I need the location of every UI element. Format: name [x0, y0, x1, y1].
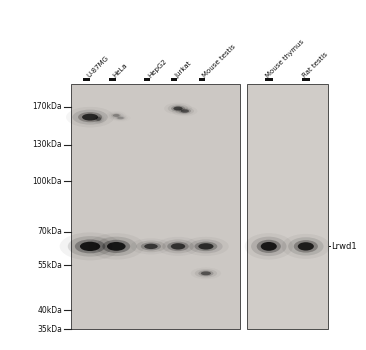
Ellipse shape	[113, 114, 120, 117]
Ellipse shape	[294, 240, 318, 253]
Text: 40kDa: 40kDa	[37, 306, 62, 315]
Ellipse shape	[180, 109, 189, 113]
Ellipse shape	[171, 106, 185, 111]
Bar	[265, 78, 273, 81]
Text: Jurkat: Jurkat	[174, 60, 193, 79]
Ellipse shape	[175, 107, 194, 115]
Ellipse shape	[171, 243, 185, 250]
Ellipse shape	[288, 237, 324, 256]
Text: 55kDa: 55kDa	[37, 261, 62, 270]
Ellipse shape	[95, 116, 102, 122]
Ellipse shape	[144, 244, 158, 249]
Ellipse shape	[195, 269, 217, 278]
Ellipse shape	[80, 242, 100, 251]
Ellipse shape	[198, 243, 213, 250]
Ellipse shape	[194, 241, 217, 251]
Ellipse shape	[173, 106, 183, 111]
Bar	[171, 78, 178, 81]
Ellipse shape	[201, 271, 211, 275]
Text: Lrwd1: Lrwd1	[331, 242, 357, 251]
Ellipse shape	[198, 271, 213, 276]
Text: 130kDa: 130kDa	[33, 140, 62, 149]
Text: 170kDa: 170kDa	[33, 102, 62, 111]
Text: 35kDa: 35kDa	[37, 324, 62, 334]
Text: HeLa: HeLa	[112, 62, 129, 79]
Ellipse shape	[136, 240, 166, 252]
Ellipse shape	[168, 104, 188, 113]
Bar	[302, 78, 310, 81]
Ellipse shape	[78, 112, 102, 122]
Bar	[83, 78, 90, 81]
Text: HepG2: HepG2	[147, 58, 168, 79]
Text: U-87MG: U-87MG	[86, 55, 110, 79]
Ellipse shape	[96, 237, 137, 256]
Ellipse shape	[72, 110, 108, 125]
Ellipse shape	[179, 108, 191, 114]
Ellipse shape	[189, 239, 223, 253]
Ellipse shape	[82, 114, 98, 120]
Ellipse shape	[96, 117, 101, 121]
Text: Mouse testis: Mouse testis	[202, 43, 237, 79]
Bar	[199, 78, 205, 81]
Bar	[109, 78, 116, 81]
Ellipse shape	[298, 242, 314, 251]
Ellipse shape	[111, 113, 122, 118]
Ellipse shape	[75, 239, 105, 253]
Bar	[71, 84, 240, 329]
Ellipse shape	[141, 242, 161, 250]
Ellipse shape	[107, 242, 126, 251]
Text: 100kDa: 100kDa	[33, 177, 62, 186]
Ellipse shape	[167, 241, 189, 251]
Bar	[143, 78, 150, 81]
Bar	[247, 84, 328, 329]
Ellipse shape	[251, 237, 287, 256]
Ellipse shape	[68, 236, 112, 257]
Ellipse shape	[115, 116, 126, 120]
Ellipse shape	[117, 117, 124, 119]
Text: Mouse thymus: Mouse thymus	[265, 38, 305, 79]
Ellipse shape	[257, 240, 281, 253]
Text: Rat testis: Rat testis	[302, 51, 329, 79]
Ellipse shape	[102, 240, 130, 253]
Ellipse shape	[162, 239, 194, 253]
Ellipse shape	[261, 242, 277, 251]
Text: 70kDa: 70kDa	[37, 227, 62, 236]
